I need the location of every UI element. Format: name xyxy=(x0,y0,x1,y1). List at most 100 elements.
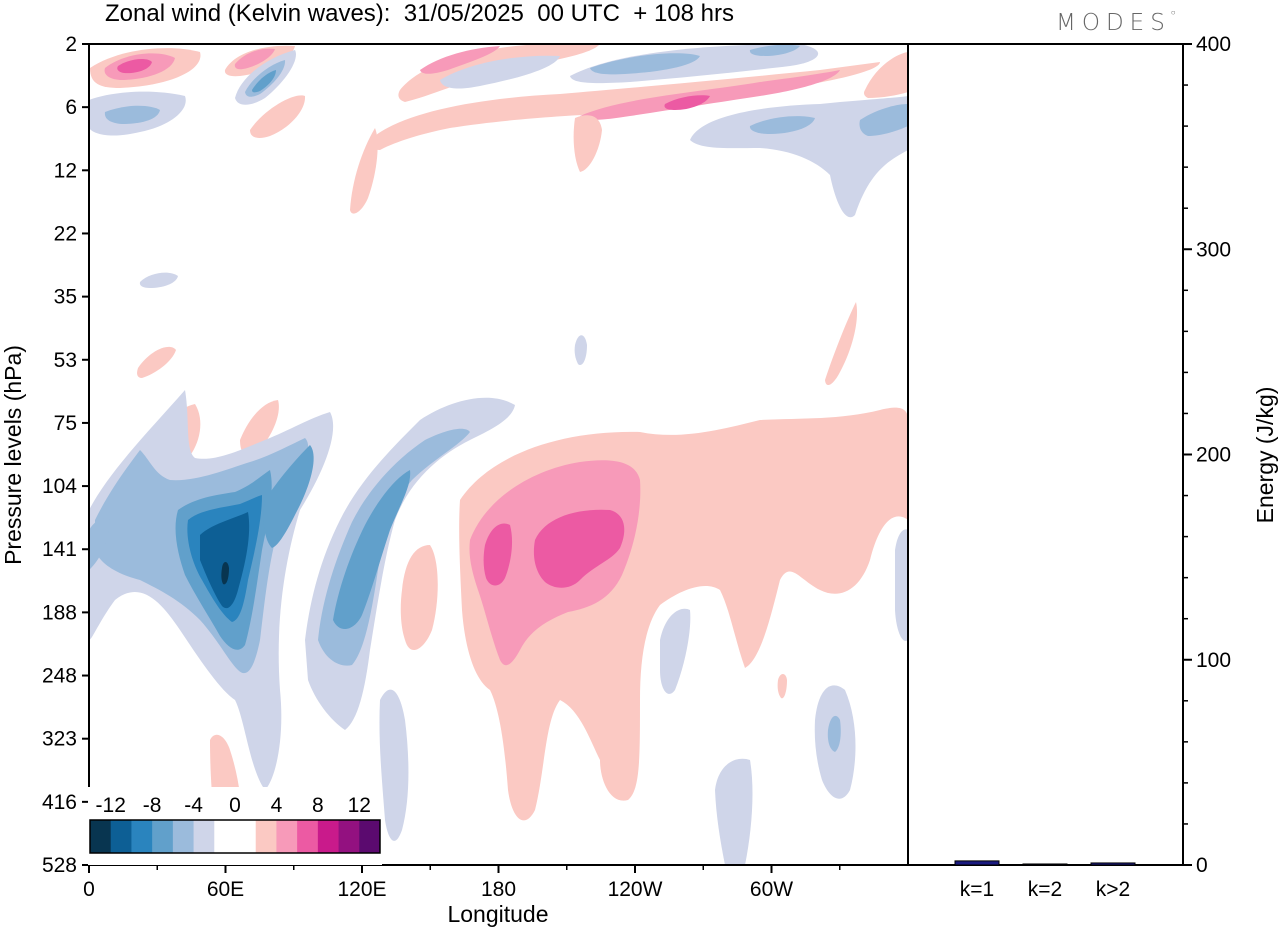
contour-pos-low-4 xyxy=(533,509,625,588)
contour-neg-upper-5 xyxy=(690,96,908,218)
contour-pos-upper-5 xyxy=(250,95,306,138)
x-tick-label: 120W xyxy=(608,878,663,901)
contour-neg-upper-3 xyxy=(440,55,560,89)
y-tick-label: 53 xyxy=(54,349,77,372)
energy-bar-label: k>2 xyxy=(1096,878,1130,901)
contour-pos-upper-6 xyxy=(864,52,908,98)
contour-neg-low-3 xyxy=(660,608,691,694)
colorbar-swatch xyxy=(90,820,112,853)
y-tick-label: 416 xyxy=(42,791,77,814)
x-tick-label: 120E xyxy=(337,878,386,901)
colorbar-swatch xyxy=(131,820,153,853)
energy-tick-label: 100 xyxy=(1196,649,1231,672)
colorbar-swatch xyxy=(152,820,174,853)
y-tick-label: 188 xyxy=(42,601,77,624)
energy-bar xyxy=(1022,863,1068,866)
x-axis-ticks: 0 60E 120E 180 120W 60W xyxy=(83,865,841,901)
colorbar-label: 0 xyxy=(229,794,241,817)
y-tick-label: 248 xyxy=(42,665,77,688)
contour-neg-low-5b xyxy=(827,715,841,752)
contour-neg-low-6 xyxy=(895,529,908,641)
x-tick-label: 60E xyxy=(207,878,244,901)
colorbar-swatch xyxy=(276,820,298,853)
colorbar-swatch xyxy=(359,820,381,853)
colorbar-label: -8 xyxy=(143,794,162,817)
colorbar-swatch xyxy=(193,820,215,853)
energy-axis: 0 100 200 300 400 xyxy=(1183,33,1231,877)
energy-tick-label: 200 xyxy=(1196,444,1231,467)
colorbar-label: 4 xyxy=(271,794,283,817)
contour-neg-upper-5b xyxy=(749,116,815,134)
y-axis-ticks: 2 6 12 22 35 53 75 104 141 188 248 323 416 528 xyxy=(42,33,89,877)
colorbar-label: 8 xyxy=(312,794,324,817)
energy-plot-frame xyxy=(907,43,1184,866)
contour-neg-upper-5c xyxy=(859,104,908,136)
contour-pos-mid-4 xyxy=(240,400,279,456)
contour-pos-mid-1 xyxy=(137,346,176,378)
colorbar-swatch xyxy=(317,820,340,853)
contour-neg-upper-4b xyxy=(590,53,700,75)
y-tick-label: 323 xyxy=(42,728,77,751)
colorbar-swatch xyxy=(297,820,319,853)
contour-neg-low-4 xyxy=(715,758,753,865)
contour-pos-low-6 xyxy=(777,674,787,699)
y-tick-label: 35 xyxy=(54,286,77,309)
energy-axis-title: Energy (J/kg) xyxy=(1252,387,1278,524)
contour-pos-upper-7 xyxy=(350,128,378,214)
x-tick-label: 60W xyxy=(750,878,793,901)
colorbar-swatch xyxy=(172,820,195,853)
contour-neg-upper-2c xyxy=(252,70,276,93)
contour-pos-upper-1c xyxy=(117,58,152,74)
colorbar-swatch xyxy=(255,820,277,853)
y-axis-title: Pressure levels (hPa) xyxy=(0,345,26,565)
contour-pos-upper-4b xyxy=(580,70,840,120)
contour-neg-upper-1b xyxy=(104,105,160,124)
contour-neg-upper-7 xyxy=(574,335,587,366)
energy-tick-label: 400 xyxy=(1196,33,1231,56)
y-tick-label: 141 xyxy=(42,538,77,561)
contour-neg-upper-4c xyxy=(749,44,800,56)
energy-bar xyxy=(1090,862,1136,866)
contour-pos-low-1b xyxy=(400,545,438,651)
logo-text: MODES xyxy=(1056,10,1171,36)
y-tick-label: 22 xyxy=(54,222,77,245)
colorbar: -12 -8 -4 0 4 8 12 xyxy=(88,787,382,865)
contour-pos-upper-4c xyxy=(664,95,710,110)
contour-neg-low-1e xyxy=(200,512,250,609)
contour-field xyxy=(89,44,908,865)
energy-bar-label: k=2 xyxy=(1028,878,1062,901)
contour-neg-low-1h xyxy=(89,518,110,570)
chart-title: Zonal wind (Kelvin waves): 31/05/2025 00… xyxy=(105,0,734,27)
contour-pos-mid-2 xyxy=(825,302,858,386)
energy-bars: k=1 k=2 k>2 xyxy=(954,860,1136,901)
y-tick-label: 104 xyxy=(42,475,77,498)
contour-pos-low-3 xyxy=(483,523,513,586)
colorbar-frame xyxy=(89,819,381,854)
contour-neg-low-2d xyxy=(379,689,409,841)
colorbar-swatch xyxy=(235,820,257,853)
colorbar-label: -4 xyxy=(184,794,203,817)
contour-neg-upper-6 xyxy=(139,272,178,288)
x-axis-title: Longitude xyxy=(447,901,548,927)
energy-tick-label: 300 xyxy=(1196,238,1231,261)
energy-tick-label: 0 xyxy=(1196,854,1208,877)
colorbar-label: 12 xyxy=(348,794,371,817)
y-tick-label: 12 xyxy=(54,159,77,182)
contour-pos-upper-8 xyxy=(573,115,602,172)
contour-neg-low-1g xyxy=(263,445,314,548)
contour-neg-low-2c xyxy=(333,470,411,630)
colorbar-swatch xyxy=(338,820,360,853)
y-tick-label: 528 xyxy=(42,854,77,877)
y-tick-label: 75 xyxy=(54,412,77,435)
energy-bar-label: k=1 xyxy=(960,878,994,901)
contour-pos-upper-2b xyxy=(234,48,275,70)
y-tick-label: 2 xyxy=(65,33,77,56)
x-tick-label: 0 xyxy=(83,878,95,901)
x-tick-label: 180 xyxy=(481,878,516,901)
contour-pos-upper-3b xyxy=(420,46,500,74)
modes-logo: MODES○ xyxy=(1056,8,1176,36)
y-tick-label: 6 xyxy=(65,96,77,119)
contour-pos-low-1c xyxy=(515,616,553,730)
energy-bar xyxy=(954,860,1000,866)
